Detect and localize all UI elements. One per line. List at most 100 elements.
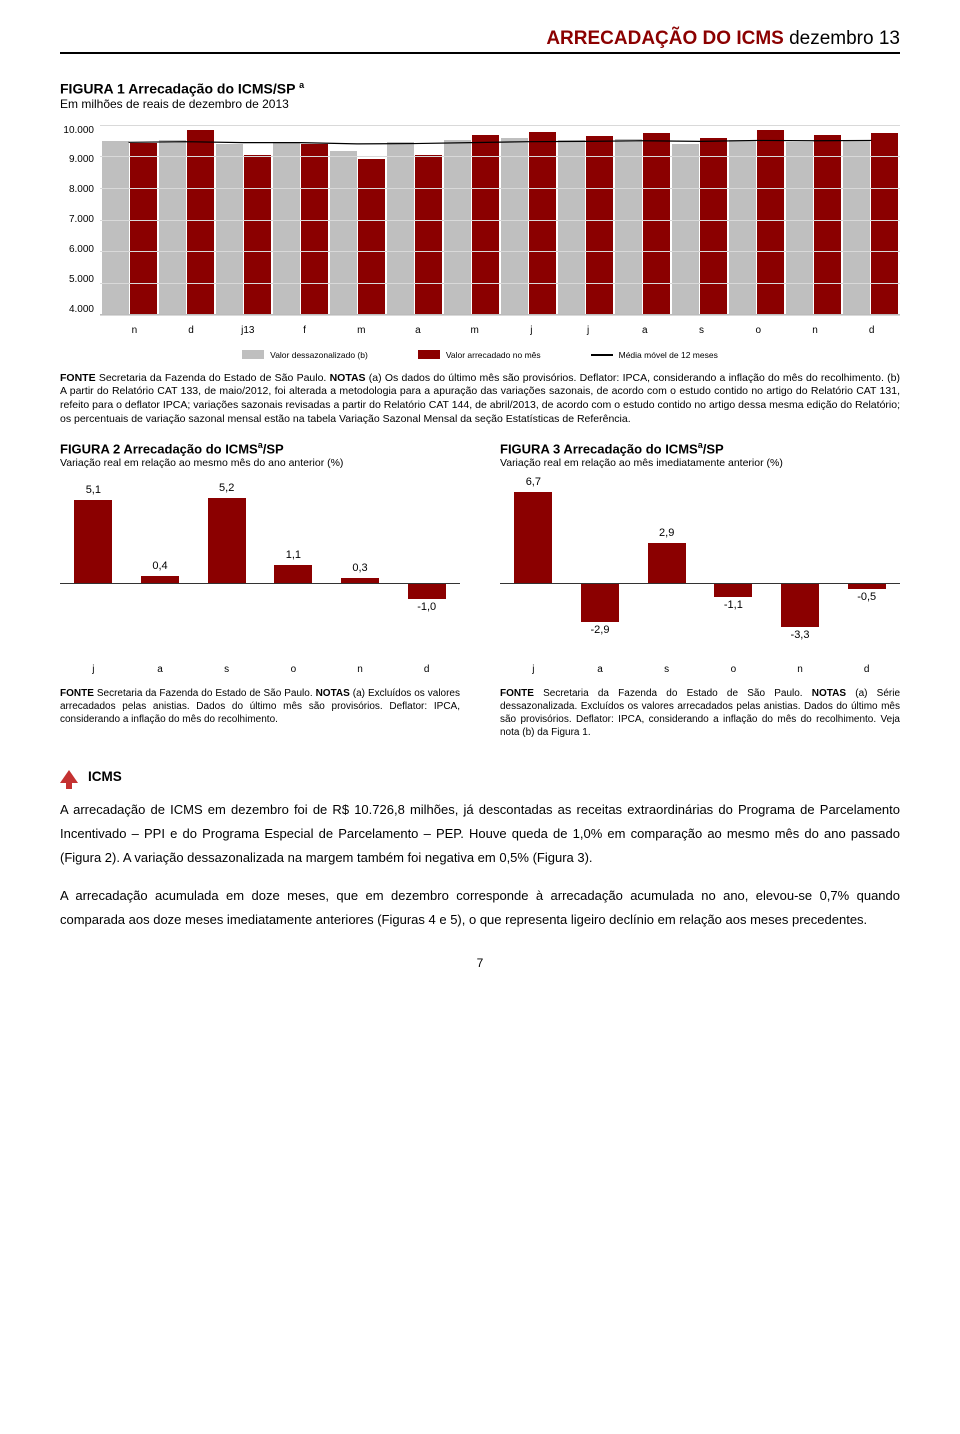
legend-swatch (242, 350, 264, 359)
fig1-bar (814, 135, 841, 314)
small-x-label: n (773, 664, 828, 675)
fig1-bar (358, 159, 385, 314)
small-bar-col: 0,4 (133, 475, 188, 655)
fig3-note: FONTE Secretaria da Fazenda do Estado de… (500, 687, 900, 739)
fig1-bar-group (843, 133, 898, 314)
legend-swatch (418, 350, 440, 359)
paragraph-2: A arrecadação acumulada em doze meses, q… (60, 884, 900, 932)
fig1-bar-group (444, 135, 499, 314)
fig2-fig3-row: FIGURA 2 Arrecadação do ICMSa/SP Variaçã… (60, 440, 900, 738)
fig1-title-sup: a (299, 80, 304, 90)
small-bar-col: 0,3 (333, 475, 388, 655)
fig1-bar-group (501, 132, 556, 314)
header-rule (60, 52, 900, 54)
fig1-y-tick: 6.000 (69, 244, 94, 255)
fig1-bar (415, 155, 442, 313)
small-bar-col: 1,1 (266, 475, 321, 655)
small-bar-col: -1,0 (399, 475, 454, 655)
fig1-bar (159, 140, 186, 314)
page-number: 7 (60, 956, 900, 970)
small-x-label: a (573, 664, 628, 675)
small-bar-value: 6,7 (506, 476, 561, 488)
fig1-bar-group (672, 138, 727, 314)
small-bar (581, 583, 619, 622)
small-bar (848, 583, 886, 590)
fig3-bars: 6,7-2,92,9-1,1-3,3-0,5 (500, 475, 900, 655)
small-bar (408, 583, 446, 599)
fig1-bar (672, 144, 699, 313)
small-bar (274, 565, 312, 583)
fig1-gridline (100, 125, 900, 126)
fig1-gridline (100, 220, 900, 221)
small-bar-value: 5,2 (199, 482, 254, 494)
fig1-bars (100, 124, 900, 314)
fig1-bar (273, 143, 300, 314)
fig1-bar (700, 138, 727, 314)
fig3-column: FIGURA 3 Arrecadação do ICMSa/SP Variaçã… (500, 440, 900, 738)
small-x-label: s (639, 664, 694, 675)
fig1-y-tick: 8.000 (69, 184, 94, 195)
fig1-bar (501, 138, 528, 314)
small-bar-value: -1,1 (706, 599, 761, 611)
fig1-bar-group (729, 130, 784, 314)
small-bar-col: 5,1 (66, 475, 121, 655)
fig1-x-label: d (843, 325, 900, 336)
small-x-label: j (506, 664, 561, 675)
fig1-bar (757, 130, 784, 314)
fig2-x-axis: jasond (60, 664, 460, 675)
fig1-bar (558, 140, 585, 314)
fig2-chart: 5,1 0,4 5,2 1,1 0,3 -1,0 jasond (60, 475, 460, 675)
chart-baseline (60, 583, 460, 584)
small-x-label: n (333, 664, 388, 675)
fig1-title: FIGURA 1 Arrecadação do ICMS/SP a (60, 80, 900, 97)
fig1-bar (586, 136, 613, 313)
fig1-bar (615, 139, 642, 314)
fig1-x-label: a (616, 325, 673, 336)
small-bar (781, 583, 819, 628)
fig1-y-tick: 4.000 (69, 304, 94, 315)
arrow-up-icon (60, 770, 78, 783)
small-bar-value: 0,3 (333, 562, 388, 574)
fig2-bars: 5,1 0,4 5,2 1,1 0,3 -1,0 (60, 475, 460, 655)
fig1-bar (729, 140, 756, 314)
fig1-legend-item: Média móvel de 12 meses (591, 350, 718, 360)
fig1-gridline (100, 315, 900, 316)
section-title: ICMS (88, 769, 122, 784)
fig1-plot (100, 125, 900, 315)
fig1-bar-group (558, 136, 613, 313)
fig1-bar (330, 151, 357, 314)
fig1-bar (444, 140, 471, 314)
fig1-y-tick: 5.000 (69, 274, 94, 285)
fig1-bar (216, 144, 243, 313)
fig1-bar (387, 142, 414, 314)
fig1-note: FONTE Secretaria da Fazenda do Estado de… (60, 372, 900, 427)
fig1-bar (871, 133, 898, 314)
small-bar-col: 2,9 (639, 475, 694, 655)
fig3-subtitle: Variação real em relação ao mês imediata… (500, 457, 900, 469)
fig1-x-label: m (333, 325, 390, 336)
fig1-bar (643, 133, 670, 314)
small-bar-value: 0,4 (133, 560, 188, 572)
fig1-y-tick: 9.000 (69, 154, 94, 165)
small-bar (141, 576, 179, 582)
chart-baseline (500, 583, 900, 584)
small-x-label: d (399, 664, 454, 675)
fig1-gridline (100, 188, 900, 189)
small-bar-value: -3,3 (773, 629, 828, 641)
fig2-title-text: FIGURA 2 Arrecadação do ICMS (60, 442, 258, 457)
fig1-legend: Valor dessazonalizado (b)Valor arrecadad… (60, 350, 900, 360)
fig1-x-label: n (106, 325, 163, 336)
fig2-subtitle: Variação real em relação ao mesmo mês do… (60, 457, 460, 469)
small-bar (714, 583, 752, 598)
small-bar-value: -2,9 (573, 624, 628, 636)
fig1-y-tick: 7.000 (69, 214, 94, 225)
fig1-bar-group (786, 135, 841, 314)
fig1-x-label: m (446, 325, 503, 336)
fig3-title: FIGURA 3 Arrecadação do ICMSa/SP (500, 440, 900, 456)
small-bar (208, 498, 246, 582)
fig1-bar (472, 135, 499, 314)
fig1-chart: 10.0009.0008.0007.0006.0005.0004.000 (60, 125, 900, 315)
small-bar-col: -3,3 (773, 475, 828, 655)
small-bar-value: -1,0 (399, 601, 454, 613)
fig1-bar (102, 141, 129, 314)
